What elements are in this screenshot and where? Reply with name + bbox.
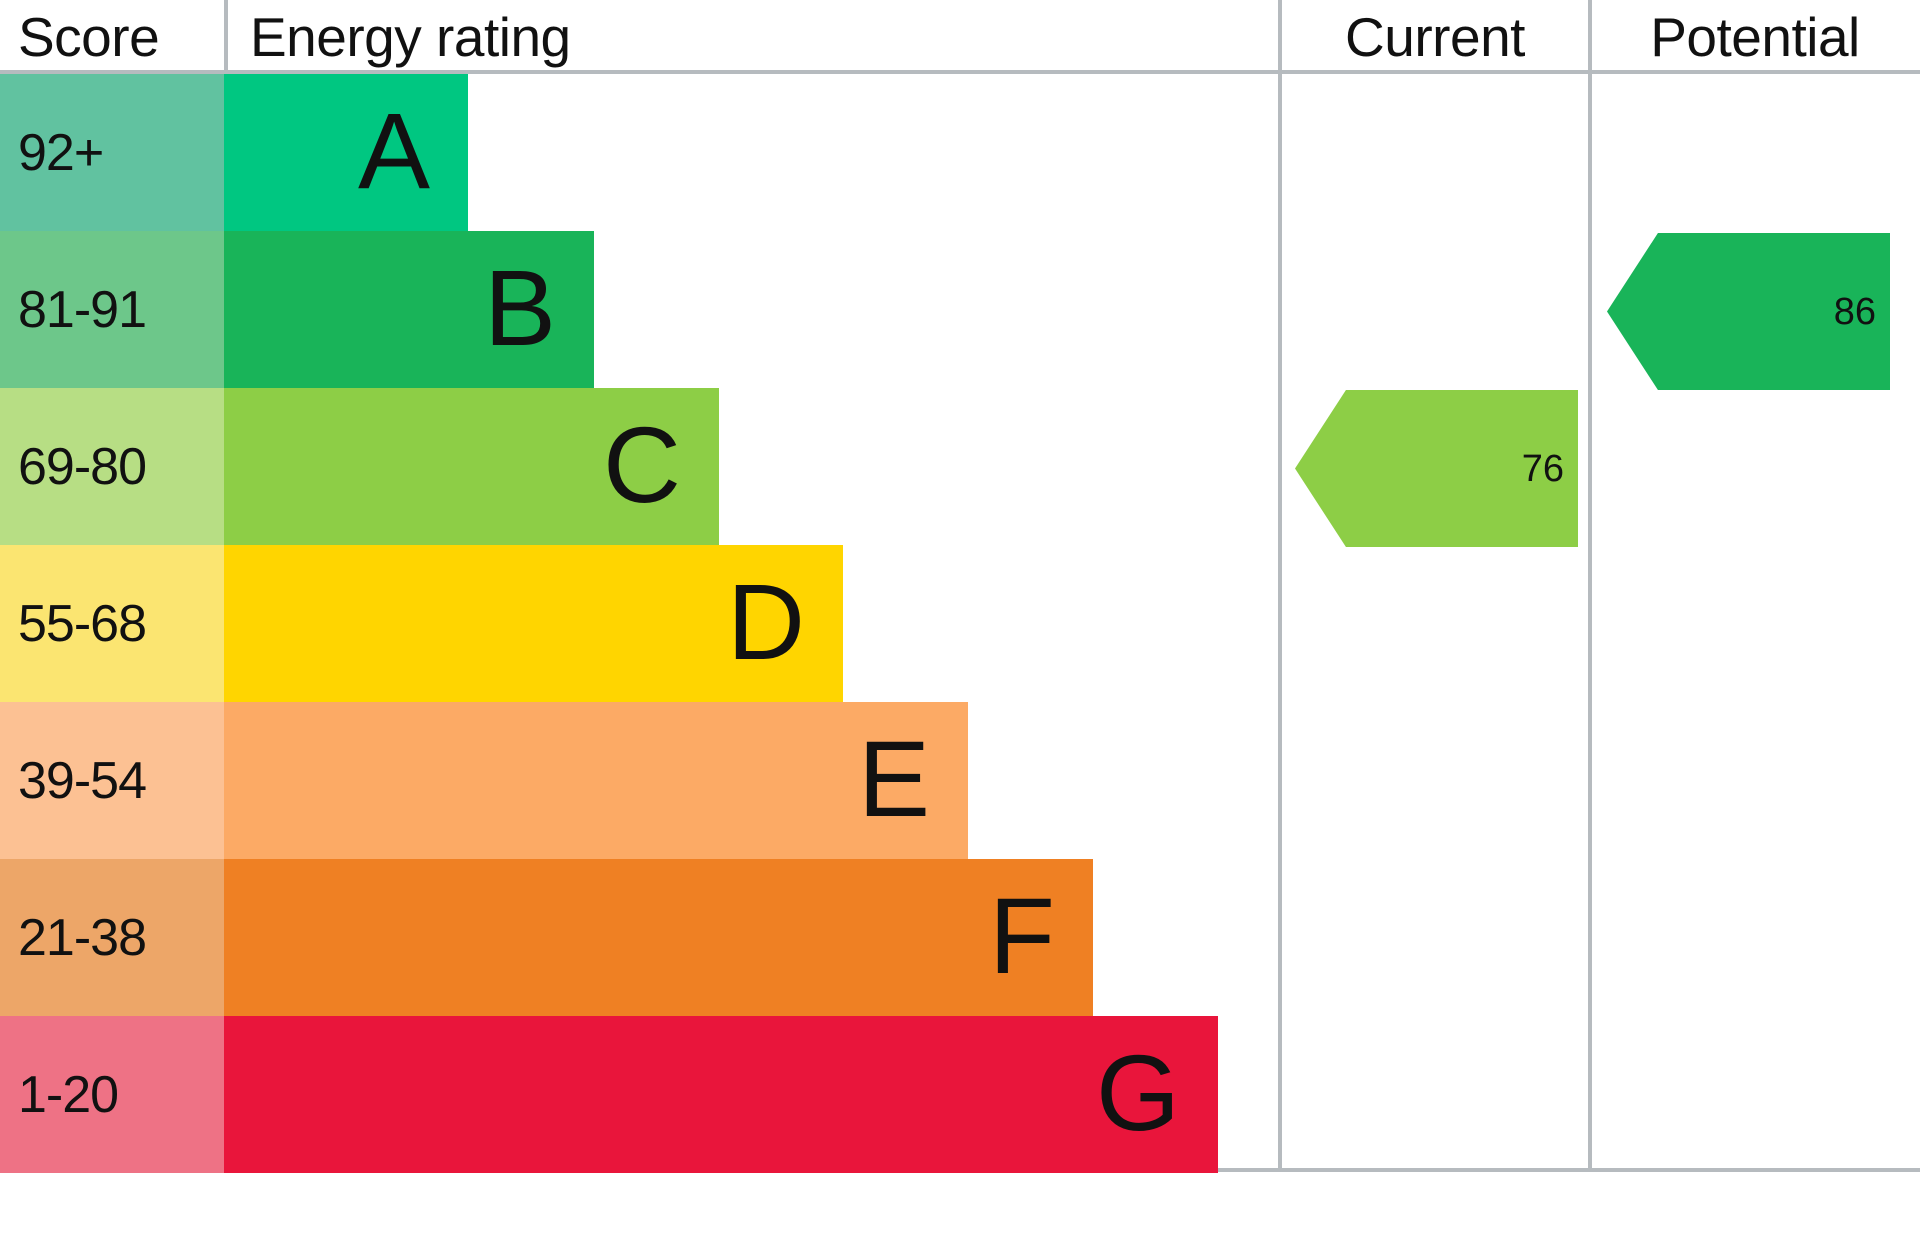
band-letter: F (989, 874, 1055, 996)
rating-band-row: 92+ A (0, 74, 1920, 231)
rating-band-row: 55-68 D (0, 545, 1920, 702)
rating-band-row: 21-38 F (0, 859, 1920, 1016)
band-score-cell: 81-91 (0, 231, 224, 388)
column-header-current: Current (1345, 5, 1525, 68)
rating-band-row: 39-54 E (0, 702, 1920, 859)
header-bottom-rule-current (1278, 70, 1588, 74)
band-score-cell: 55-68 (0, 545, 224, 702)
band-letter: B (483, 246, 556, 368)
header-bottom-rule-potential (1588, 70, 1920, 74)
band-letter: A (357, 89, 430, 211)
rating-band-row: 81-91 B (0, 231, 1920, 388)
band-letter: D (727, 560, 805, 682)
band-bar: E (224, 702, 968, 859)
divider-rating-current (1278, 0, 1282, 1172)
rating-band-row: 69-80 C (0, 388, 1920, 545)
column-header-score: Score (18, 5, 160, 68)
band-score-label: 69-80 (18, 437, 147, 496)
column-header-energy-rating: Energy rating (250, 5, 571, 68)
band-bar: A (224, 74, 468, 231)
band-score-label: 21-38 (18, 908, 147, 967)
current-rating-value: 76 (1521, 447, 1564, 490)
header-bottom-rule-left (0, 70, 1278, 74)
divider-score-rating (224, 0, 228, 74)
band-score-label: 81-91 (18, 280, 147, 339)
current-rating-arrow: 76 (1295, 390, 1578, 547)
band-bar: G (224, 1016, 1218, 1173)
band-bar: F (224, 859, 1093, 1016)
band-letter: G (1095, 1031, 1180, 1153)
band-score-cell: 69-80 (0, 388, 224, 545)
band-bar: D (224, 545, 843, 702)
band-score-cell: 1-20 (0, 1016, 224, 1173)
band-score-label: 92+ (18, 123, 104, 182)
band-bar: B (224, 231, 594, 388)
band-score-label: 1-20 (18, 1065, 119, 1124)
band-score-label: 39-54 (18, 751, 147, 810)
band-score-cell: 92+ (0, 74, 224, 231)
divider-current-potential (1588, 0, 1592, 1172)
potential-rating-value: 86 (1833, 290, 1876, 333)
band-score-cell: 21-38 (0, 859, 224, 1016)
band-letter: E (857, 717, 930, 839)
column-header-potential: Potential (1650, 5, 1860, 68)
band-score-label: 55-68 (18, 594, 147, 653)
band-letter: C (603, 403, 681, 525)
potential-rating-arrow: 86 (1607, 233, 1890, 390)
table-header-row: Score Energy rating Current Potential (0, 0, 1920, 74)
band-bar: C (224, 388, 719, 545)
band-score-cell: 39-54 (0, 702, 224, 859)
rating-band-row: 1-20 G (0, 1016, 1920, 1173)
